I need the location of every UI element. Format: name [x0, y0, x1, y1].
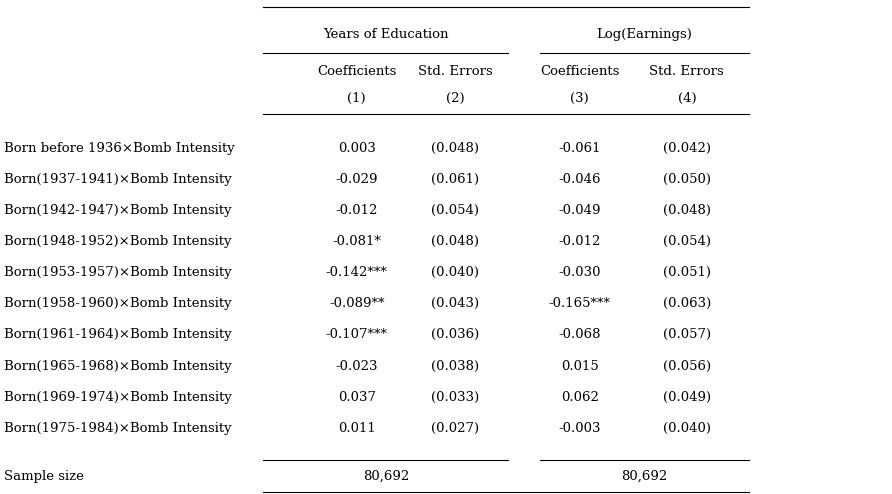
- Text: -0.003: -0.003: [558, 422, 601, 435]
- Text: -0.012: -0.012: [558, 235, 601, 248]
- Text: (2): (2): [446, 92, 464, 105]
- Text: (0.056): (0.056): [663, 360, 711, 372]
- Text: Std. Errors: Std. Errors: [417, 65, 492, 78]
- Text: Born(1969-1974)×Bomb Intensity: Born(1969-1974)×Bomb Intensity: [4, 391, 232, 404]
- Text: 0.003: 0.003: [338, 142, 376, 155]
- Text: Born(1937-1941)×Bomb Intensity: Born(1937-1941)×Bomb Intensity: [4, 173, 232, 186]
- Text: -0.029: -0.029: [335, 173, 378, 186]
- Text: -0.165***: -0.165***: [549, 297, 611, 310]
- Text: (0.054): (0.054): [431, 204, 479, 217]
- Text: (0.054): (0.054): [663, 235, 711, 248]
- Text: Log(Earnings): Log(Earnings): [597, 28, 692, 41]
- Text: (0.050): (0.050): [663, 173, 711, 186]
- Text: (0.042): (0.042): [663, 142, 711, 155]
- Text: -0.142***: -0.142***: [326, 266, 388, 279]
- Text: (0.038): (0.038): [431, 360, 479, 372]
- Text: -0.012: -0.012: [335, 204, 378, 217]
- Text: -0.061: -0.061: [558, 142, 601, 155]
- Text: (0.036): (0.036): [431, 329, 479, 341]
- Text: 80,692: 80,692: [622, 470, 667, 483]
- Text: (0.063): (0.063): [663, 297, 711, 310]
- Text: (0.048): (0.048): [663, 204, 711, 217]
- Text: -0.081*: -0.081*: [333, 235, 381, 248]
- Text: Born(1975-1984)×Bomb Intensity: Born(1975-1984)×Bomb Intensity: [4, 422, 232, 435]
- Text: Sample size: Sample size: [4, 470, 85, 483]
- Text: (1): (1): [348, 92, 366, 105]
- Text: Years of Education: Years of Education: [323, 28, 449, 41]
- Text: -0.030: -0.030: [558, 266, 601, 279]
- Text: -0.023: -0.023: [335, 360, 378, 372]
- Text: -0.049: -0.049: [558, 204, 601, 217]
- Text: (0.040): (0.040): [431, 266, 479, 279]
- Text: -0.107***: -0.107***: [326, 329, 388, 341]
- Text: Std. Errors: Std. Errors: [649, 65, 724, 78]
- Text: (3): (3): [570, 92, 590, 105]
- Text: Born(1953-1957)×Bomb Intensity: Born(1953-1957)×Bomb Intensity: [4, 266, 232, 279]
- Text: (0.048): (0.048): [431, 235, 479, 248]
- Text: (0.040): (0.040): [663, 422, 711, 435]
- Text: 0.062: 0.062: [561, 391, 599, 404]
- Text: Born before 1936×Bomb Intensity: Born before 1936×Bomb Intensity: [4, 142, 235, 155]
- Text: (0.061): (0.061): [431, 173, 479, 186]
- Text: (4): (4): [678, 92, 696, 105]
- Text: 0.037: 0.037: [338, 391, 376, 404]
- Text: (0.057): (0.057): [663, 329, 711, 341]
- Text: -0.068: -0.068: [558, 329, 601, 341]
- Text: Born(1948-1952)×Bomb Intensity: Born(1948-1952)×Bomb Intensity: [4, 235, 232, 248]
- Text: (0.049): (0.049): [663, 391, 711, 404]
- Text: Coefficients: Coefficients: [318, 65, 396, 78]
- Text: (0.048): (0.048): [431, 142, 479, 155]
- Text: -0.046: -0.046: [558, 173, 601, 186]
- Text: (0.051): (0.051): [663, 266, 711, 279]
- Text: (0.027): (0.027): [431, 422, 479, 435]
- Text: 0.015: 0.015: [561, 360, 599, 372]
- Text: Born(1965-1968)×Bomb Intensity: Born(1965-1968)×Bomb Intensity: [4, 360, 232, 372]
- Text: -0.089**: -0.089**: [329, 297, 384, 310]
- Text: (0.043): (0.043): [431, 297, 479, 310]
- Text: 0.011: 0.011: [338, 422, 376, 435]
- Text: (0.033): (0.033): [431, 391, 479, 404]
- Text: Born(1942-1947)×Bomb Intensity: Born(1942-1947)×Bomb Intensity: [4, 204, 232, 217]
- Text: Born(1961-1964)×Bomb Intensity: Born(1961-1964)×Bomb Intensity: [4, 329, 232, 341]
- Text: 80,692: 80,692: [363, 470, 409, 483]
- Text: Born(1958-1960)×Bomb Intensity: Born(1958-1960)×Bomb Intensity: [4, 297, 232, 310]
- Text: Coefficients: Coefficients: [541, 65, 619, 78]
